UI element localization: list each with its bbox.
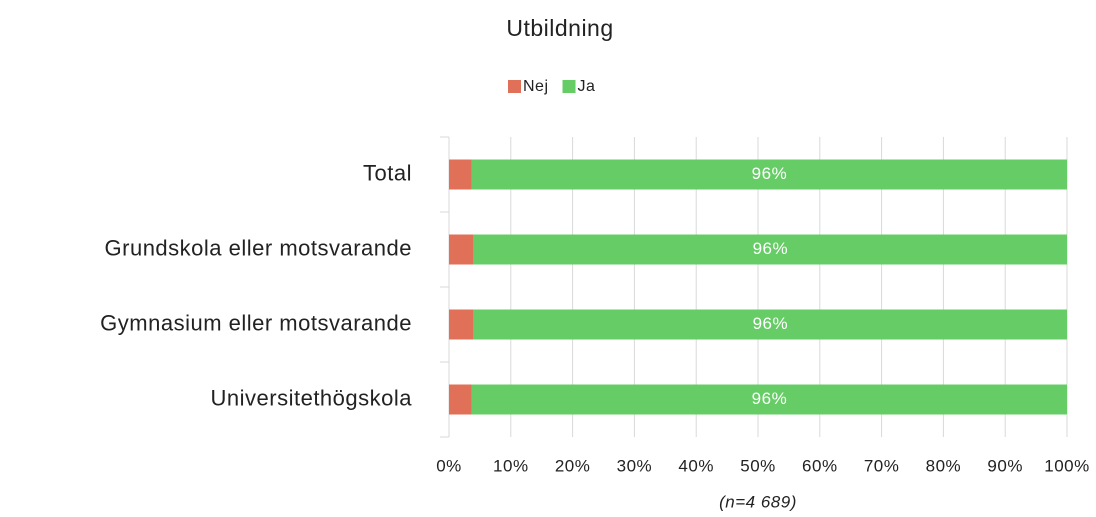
data-label: 96% (752, 164, 788, 183)
x-tick-label: 50% (740, 456, 776, 475)
y-tick-label: Grundskola eller motsvarande (105, 235, 412, 260)
x-tick-label: 100% (1044, 456, 1089, 475)
x-tick-label: 70% (864, 456, 900, 475)
data-label: 96% (752, 389, 788, 408)
legend-swatch (508, 80, 521, 93)
x-tick-label: 80% (926, 456, 962, 475)
data-label: 96% (753, 314, 789, 333)
x-tick-label: 0% (436, 456, 462, 475)
x-tick-label: 40% (678, 456, 714, 475)
chart-title: Utbildning (506, 15, 613, 41)
x-tick-label: 30% (617, 456, 653, 475)
legend-label: Ja (578, 78, 596, 95)
bar-segment (471, 159, 1068, 190)
y-tick-label: Total (363, 160, 412, 185)
bar-segment (449, 159, 472, 190)
bar-segment (449, 384, 472, 415)
bar-segment (471, 384, 1068, 415)
legend-label: Nej (523, 78, 549, 95)
data-label: 96% (753, 239, 789, 258)
y-tick-label: Gymnasium eller motsvarande (100, 310, 412, 335)
x-tick-label: 20% (555, 456, 591, 475)
bar-segment (449, 234, 474, 265)
bar-segment (449, 309, 474, 340)
bar-segment (473, 234, 1068, 265)
x-tick-label: 60% (802, 456, 838, 475)
x-tick-label: 90% (987, 456, 1023, 475)
bar-segment (473, 309, 1068, 340)
x-axis-label: (n=4 689) (719, 492, 797, 511)
y-tick-label: Universitethögskola (211, 385, 413, 410)
legend-swatch (562, 80, 576, 93)
x-tick-label: 10% (493, 456, 529, 475)
